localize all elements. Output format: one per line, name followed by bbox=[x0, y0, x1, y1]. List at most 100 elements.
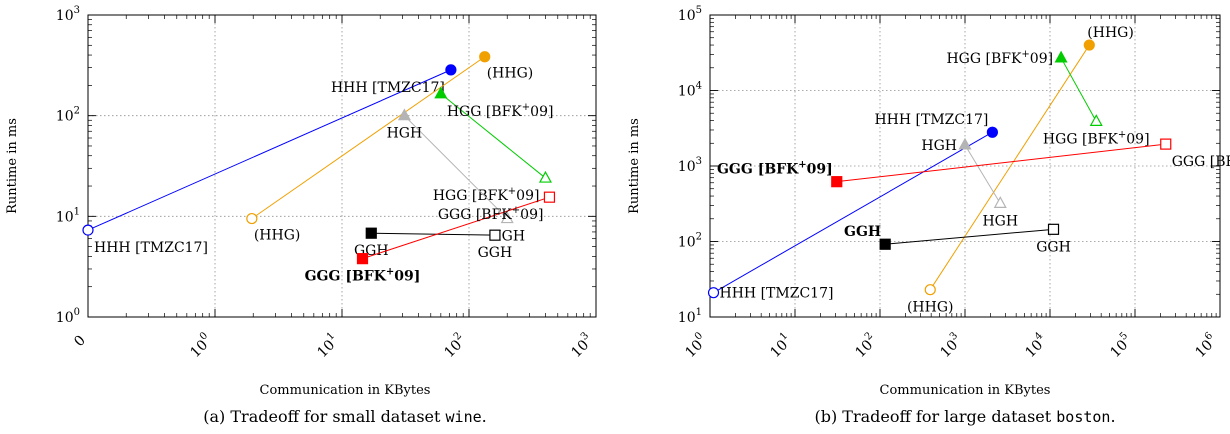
x-tick-label: 104 bbox=[1020, 330, 1051, 361]
x-tick-label: 100 bbox=[185, 330, 216, 361]
data-label: HGG [BFK+09] bbox=[946, 49, 1053, 67]
data-point bbox=[434, 86, 448, 99]
series-line bbox=[964, 144, 1001, 204]
data-label: GGG [BFK+09] bbox=[305, 267, 421, 285]
y-tick-label: 105 bbox=[678, 5, 702, 24]
data-point bbox=[538, 170, 552, 183]
y-tick-label: 101 bbox=[678, 307, 702, 326]
series-5: GGG [BFK+09] GGG [BFK+09] bbox=[305, 191, 556, 285]
gridlines bbox=[710, 15, 1220, 317]
data-point bbox=[356, 253, 369, 265]
series-5: GGG [BFK+09] GGG [BFK+09] bbox=[717, 138, 1230, 188]
data-label: HGH bbox=[921, 138, 957, 154]
data-label: GGG [BFK+09] bbox=[1172, 152, 1230, 170]
series-0: HHH [TMZC17] HHH [TMZC17] bbox=[82, 64, 457, 256]
x-tick-label: 100 bbox=[680, 330, 711, 361]
data-point bbox=[397, 108, 411, 121]
data-label: HHH [TMZC17] bbox=[331, 80, 445, 96]
series-line bbox=[371, 232, 495, 236]
y-tick-label: 101 bbox=[56, 206, 80, 225]
x-tick-label: 105 bbox=[1105, 330, 1136, 361]
chart-b: 100 101 102 103 104 105 106 101 102 103 104 105 Comm… bbox=[627, 5, 1230, 426]
gridlines bbox=[88, 15, 596, 317]
data-point bbox=[1047, 223, 1060, 235]
series-line bbox=[87, 69, 452, 231]
data-point bbox=[924, 284, 936, 296]
x-axis-label: Communication in KBytes bbox=[880, 383, 1051, 398]
data-point bbox=[1160, 138, 1172, 150]
data-point bbox=[82, 224, 94, 236]
data-point bbox=[489, 229, 501, 241]
data-label: (HHG) bbox=[254, 228, 301, 244]
data-label: (HHG) bbox=[1087, 25, 1134, 41]
data-label: HHH [TMZC17] bbox=[874, 112, 988, 128]
series-line bbox=[362, 196, 550, 260]
chart-a: 0 100 101 102 103 100 101 102 103 Communication i… bbox=[5, 5, 597, 426]
data-label: GGG [BFK+09] bbox=[717, 160, 833, 178]
data-point bbox=[879, 238, 891, 250]
data-label: HHH [TMZC17] bbox=[94, 240, 208, 256]
y-tick-label: 104 bbox=[678, 81, 702, 100]
series-line bbox=[929, 44, 1090, 290]
data-label: GGH bbox=[478, 245, 513, 261]
tick-labels: 0 100 101 102 103 100 101 102 103 bbox=[56, 5, 597, 361]
data-label: HGH bbox=[982, 213, 1018, 229]
x-tick-label: 103 bbox=[566, 330, 597, 361]
data-point bbox=[543, 191, 556, 203]
data-label: HGG [BFK+09] bbox=[447, 102, 554, 120]
data-label: HHH [TMZC17] bbox=[720, 286, 834, 302]
series-line bbox=[836, 143, 1166, 183]
x-tick-label: 103 bbox=[935, 330, 966, 361]
series-line bbox=[440, 93, 546, 179]
series-2: HGG [BFK+09] HGG [BFK+09] bbox=[433, 86, 554, 204]
y-tick-label: 102 bbox=[678, 232, 702, 251]
data-point bbox=[707, 287, 720, 299]
figure-caption: (b) Tradeoff for large dataset boston. bbox=[814, 407, 1115, 426]
data-point bbox=[1089, 114, 1103, 126]
x-tick-label: 106 bbox=[1190, 330, 1221, 361]
x-tick-label: 102 bbox=[850, 330, 881, 361]
series-2: HGG [BFK+09] HGG [BFK+09] bbox=[946, 49, 1149, 147]
x-tick-label: 0 bbox=[71, 333, 89, 351]
data-label: (HHG) bbox=[907, 300, 954, 316]
minor-ticks bbox=[88, 15, 596, 317]
data-label: GGG [BFK+09] bbox=[438, 205, 544, 223]
data-point bbox=[831, 176, 843, 188]
x-tick-label: 102 bbox=[439, 330, 470, 361]
data-label: HGG [BFK+09] bbox=[433, 186, 540, 204]
data-point bbox=[445, 64, 457, 76]
data-point bbox=[500, 211, 514, 224]
x-axis-label: Communication in KBytes bbox=[260, 383, 431, 398]
y-tick-label: 103 bbox=[56, 5, 80, 24]
data-point bbox=[1083, 39, 1095, 51]
x-tick-label: 101 bbox=[312, 330, 343, 361]
data-point bbox=[958, 137, 972, 150]
y-tick-label: 103 bbox=[678, 156, 702, 175]
series-1: (HHG) (HHG) bbox=[907, 25, 1134, 316]
series-line bbox=[251, 56, 486, 219]
data-point bbox=[365, 227, 377, 239]
series-0: HHH [TMZC17] HHH [TMZC17] bbox=[707, 112, 998, 302]
data-label: GGH bbox=[1036, 239, 1071, 255]
data-label: (HHG) bbox=[487, 66, 534, 82]
series-1: (HHG) (HHG) bbox=[246, 51, 534, 244]
data-point bbox=[246, 212, 258, 225]
data-label: HGH bbox=[387, 126, 423, 142]
y-axis-label: Runtime in ms bbox=[627, 118, 642, 214]
series-3: HGH HGH bbox=[921, 137, 1018, 229]
data-point bbox=[993, 196, 1007, 208]
data-point bbox=[986, 126, 998, 138]
y-axis-label: Runtime in ms bbox=[5, 118, 20, 214]
series-line bbox=[1060, 57, 1097, 122]
data-point bbox=[479, 51, 491, 63]
y-tick-label: 100 bbox=[56, 307, 80, 326]
series-line bbox=[404, 115, 508, 219]
figure-caption: (a) Tradeoff for small dataset wine. bbox=[203, 407, 486, 426]
data-point bbox=[1054, 50, 1068, 63]
data-label: HGG [BFK+09] bbox=[1043, 129, 1150, 147]
series-line bbox=[885, 228, 1054, 245]
